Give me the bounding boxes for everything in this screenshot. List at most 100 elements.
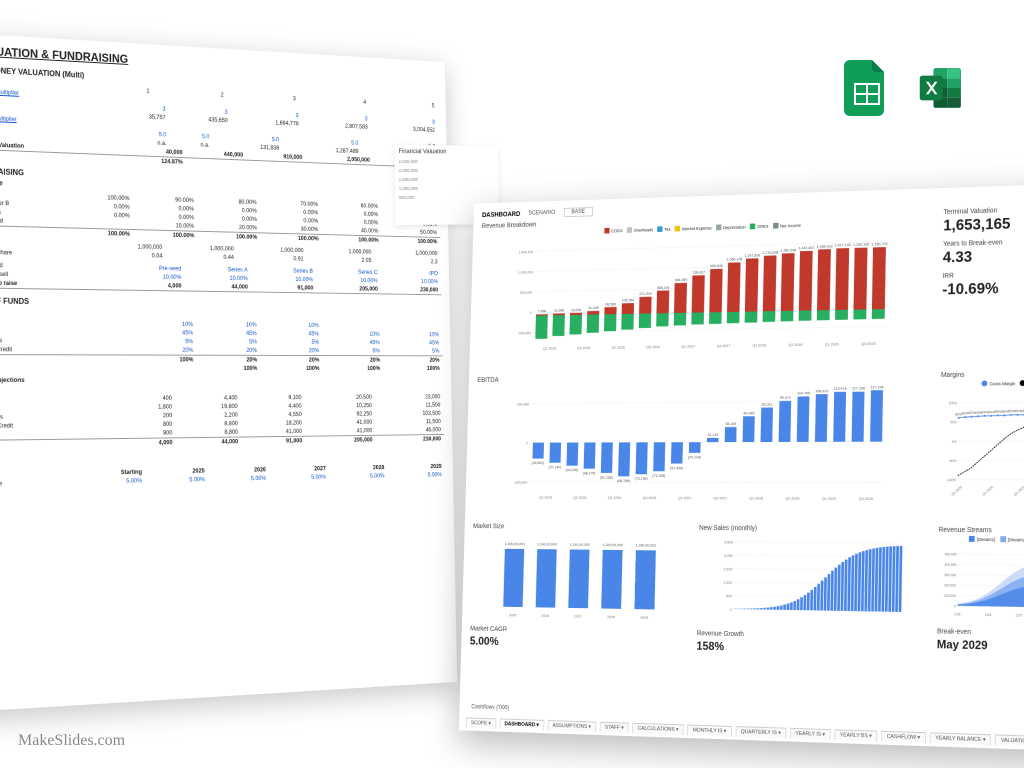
svg-text:(71,258): (71,258) — [652, 474, 666, 478]
svg-text:(23,143): (23,143) — [688, 456, 702, 460]
svg-text:2027: 2027 — [574, 614, 582, 618]
svg-text:1,066,128: 1,066,128 — [726, 257, 742, 261]
svg-text:500: 500 — [726, 594, 732, 598]
svg-text:-500,000: -500,000 — [518, 331, 531, 335]
svg-text:113,418: 113,418 — [834, 387, 847, 391]
svg-text:Q3 2029: Q3 2029 — [861, 342, 875, 346]
svg-text:1,276,698: 1,276,698 — [762, 250, 778, 254]
mini-title: Financial Valuation — [398, 149, 494, 156]
svg-text:546,359: 546,359 — [675, 278, 688, 282]
svg-text:0: 0 — [954, 604, 956, 608]
svg-text:2029: 2029 — [640, 616, 648, 620]
svg-text:1,421,467: 1,421,467 — [798, 246, 814, 250]
tab-yearly-is[interactable]: YEARLY IS ▾ — [790, 728, 831, 740]
svg-text:2028: 2028 — [607, 615, 615, 619]
tab-calculations[interactable]: CALCULATIONS ▾ — [632, 723, 684, 735]
tab-yearly-bs[interactable]: YEARLY BS ▾ — [834, 729, 877, 741]
svg-text:Q3 2027: Q3 2027 — [713, 496, 727, 500]
svg-text:60%: 60% — [955, 412, 962, 416]
svg-text:7,688: 7,688 — [538, 309, 547, 313]
scenario-dropdown[interactable]: BASE — [564, 207, 593, 217]
svg-text:Q1 2029: Q1 2029 — [825, 342, 839, 346]
svg-text:Q1 2028: Q1 2028 — [749, 496, 763, 500]
svg-text:Q1 2025: Q1 2025 — [539, 496, 552, 500]
svg-text:2026: 2026 — [541, 614, 549, 618]
svg-text:1,150,160: 1,150,160 — [853, 243, 869, 247]
new-sales-chart: New Sales (monthly) 2,5002,0001,5001,000… — [696, 525, 929, 675]
svg-text:Q1 2026: Q1 2026 — [612, 346, 625, 350]
svg-text:(66,789): (66,789) — [617, 479, 631, 483]
svg-text:10,133: 10,133 — [707, 433, 718, 437]
market-size-chart: Market Size 1,200,00,00020251,140,00,000… — [469, 523, 690, 668]
svg-text:Q1 2027: Q1 2027 — [681, 345, 695, 349]
svg-text:(51,258): (51,258) — [600, 476, 614, 480]
svg-text:(44,226): (44,226) — [566, 468, 580, 472]
svg-text:Q3 2026: Q3 2026 — [643, 496, 657, 500]
svg-text:-100%: -100% — [946, 478, 956, 482]
svg-text:(37,140): (37,140) — [548, 465, 561, 469]
svg-text:1,180,702: 1,180,702 — [871, 242, 887, 246]
svg-text:1,000: 1,000 — [724, 581, 733, 585]
svg-text:Q1 2026: Q1 2026 — [982, 485, 995, 497]
tab-staff[interactable]: STAFF ▾ — [600, 722, 629, 733]
dashboard-page-label: DASHBOARD — [482, 211, 520, 219]
svg-text:-200,000: -200,000 — [514, 481, 527, 485]
svg-text:0: 0 — [526, 442, 528, 446]
svg-text:117,198: 117,198 — [870, 385, 883, 389]
svg-text:0%: 0% — [952, 440, 957, 444]
revenue-breakdown-chart: Revenue Breakdown COGSOverheadsTaxIntere… — [478, 209, 935, 369]
tab-assumptions[interactable]: ASSUMPTIONS ▾ — [547, 720, 596, 732]
tab-scope[interactable]: SCOPE ▾ — [466, 717, 496, 728]
tab-monthly-is[interactable]: MONTHLY IS ▾ — [687, 725, 732, 737]
svg-text:(73,198): (73,198) — [635, 477, 649, 481]
scenario-label: SCENARIO — [529, 210, 556, 216]
market-cagr: 5.00% — [470, 634, 688, 652]
svg-text:1,140,00,000: 1,140,00,000 — [570, 543, 590, 547]
svg-text:1,500,000: 1,500,000 — [518, 250, 533, 254]
svg-text:105,266: 105,266 — [622, 298, 635, 302]
svg-text:35,184: 35,184 — [725, 422, 736, 426]
tab-valuation[interactable]: VALUATION ▾ — [995, 734, 1024, 747]
svg-text:500,000: 500,000 — [520, 291, 532, 295]
watermark: MakeSlides.com — [18, 732, 125, 750]
svg-text:(51,459): (51,459) — [670, 466, 684, 470]
capinj-label: Capital Injections — [0, 376, 440, 384]
revenue-streams-chart: Revenue Streams [Stream1][Stream2][Strea… — [936, 527, 1024, 679]
tab-yearly-balance[interactable]: YEARLY BALANCE ▾ — [930, 732, 992, 745]
svg-text:108,619: 108,619 — [815, 389, 828, 393]
tab-cashflow[interactable]: CASHFLOW ▾ — [881, 731, 926, 743]
svg-text:738,427: 738,427 — [692, 270, 705, 274]
svg-text:Q1 2028: Q1 2028 — [752, 343, 766, 347]
svg-text:1,517,193: 1,517,193 — [835, 243, 851, 247]
svg-text:Q3 2025: Q3 2025 — [573, 496, 586, 500]
svg-text:2,500: 2,500 — [724, 540, 733, 544]
tab-dashboard[interactable]: DASHBOARD ▾ — [499, 718, 544, 730]
app-icons — [844, 60, 964, 116]
sheet-tabs[interactable]: SCOPE ▾DASHBOARD ▾ASSUMPTIONS ▾STAFF ▾CA… — [466, 717, 1024, 748]
tab-quarterly-is[interactable]: QUARTERLY IS ▾ — [735, 726, 786, 738]
svg-text:200,000: 200,000 — [517, 403, 529, 407]
svg-text:358,145: 358,145 — [657, 286, 670, 290]
svg-text:0: 0 — [730, 608, 732, 612]
svg-text:Q1 2026: Q1 2026 — [608, 496, 621, 500]
svg-text:66,589: 66,589 — [605, 302, 616, 306]
svg-text:221,333: 221,333 — [639, 292, 652, 296]
svg-text:2025: 2025 — [509, 613, 517, 617]
svg-text:1/26: 1/26 — [985, 613, 992, 617]
svg-text:1,000,000: 1,000,000 — [518, 270, 533, 274]
svg-text:0: 0 — [530, 311, 532, 315]
svg-text:Q3 2026: Q3 2026 — [646, 345, 659, 349]
cashflows-title: Cashflows ('000) — [471, 704, 509, 711]
svg-text:60,943: 60,943 — [743, 411, 754, 415]
svg-text:Q3 2027: Q3 2027 — [717, 344, 731, 348]
years-breakeven: 4.33 — [943, 246, 1024, 267]
svg-text:11,998: 11,998 — [554, 309, 564, 313]
svg-text:50%: 50% — [950, 420, 957, 424]
svg-text:Q1 2029: Q1 2029 — [822, 497, 836, 501]
spreadsheet-valuation: 12345 VALUATION & FUNDRAISING PRE-MONEY … — [0, 33, 457, 713]
svg-text:1,500: 1,500 — [724, 567, 733, 571]
spreadsheet-dashboard: DASHBOARD SCENARIO BASE Revenue Breakdow… — [459, 183, 1024, 752]
svg-text:1/25: 1/25 — [954, 612, 961, 616]
svg-text:13,534: 13,534 — [571, 308, 582, 312]
svg-text:1,485,419: 1,485,419 — [816, 244, 832, 248]
